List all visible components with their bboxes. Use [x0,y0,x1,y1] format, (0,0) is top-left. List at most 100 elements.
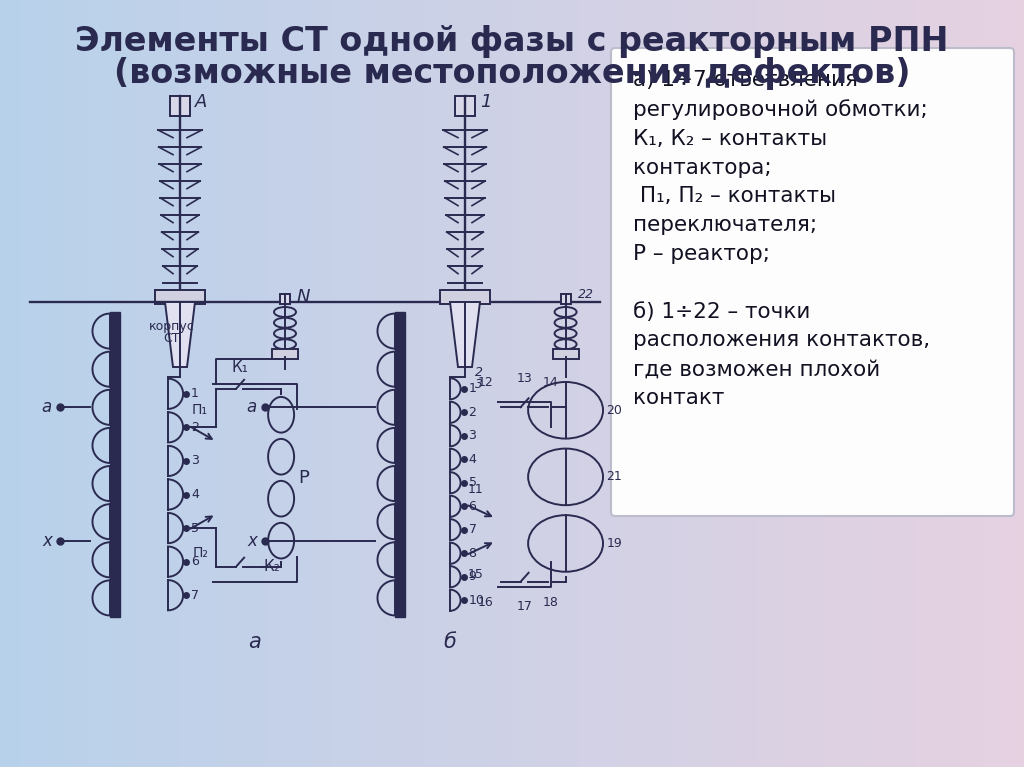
Bar [118,0,123,767]
Bar [727,0,732,767]
Text: 14: 14 [543,377,558,389]
Bar [742,0,748,767]
Bar [560,294,570,304]
Bar [200,0,205,767]
Bar [0,0,5,767]
Bar [292,0,297,767]
Bar [455,96,475,116]
Bar [317,0,323,767]
Text: Р: Р [298,469,309,487]
Text: К₂: К₂ [263,559,280,574]
Bar [31,0,36,767]
Bar [384,0,389,767]
Bar [251,0,256,767]
Bar [788,0,794,767]
Text: Элементы СТ одной фазы с реакторным РПН: Элементы СТ одной фазы с реакторным РПН [75,25,949,58]
Bar [399,0,404,767]
Bar [97,0,102,767]
Text: П₂: П₂ [193,546,208,560]
Text: х: х [247,532,257,550]
Bar [988,0,993,767]
Text: 4: 4 [191,488,199,501]
Bar [891,0,896,767]
Bar [768,0,773,767]
Text: а) 1÷7 ответвления
регулировочной обмотки;
К₁, К₂ – контакты
контактора;
 П₁, П₂: а) 1÷7 ответвления регулировочной обмотк… [633,70,930,408]
Bar [133,0,138,767]
Bar [113,0,118,767]
Bar [415,0,420,767]
Bar [445,0,451,767]
Bar [584,0,589,767]
Bar [916,0,922,767]
Bar [589,0,594,767]
Bar [280,294,290,304]
Bar [548,0,553,767]
Bar [343,0,348,767]
Bar [783,0,788,767]
Text: 16: 16 [478,596,494,609]
Bar [282,0,287,767]
Bar [625,0,630,767]
Text: A: A [195,93,208,111]
Bar [410,0,415,767]
Text: 18: 18 [543,596,558,609]
Bar [307,0,312,767]
Bar [26,0,31,767]
Text: 1: 1 [191,387,199,400]
Text: 6: 6 [191,555,199,568]
Bar [691,0,696,767]
Text: (возможные местоположения дефектов): (возможные местоположения дефектов) [114,58,910,91]
Bar [671,0,676,767]
Bar [630,0,635,767]
Bar [840,0,845,767]
Bar [870,0,876,767]
Bar [922,0,927,767]
Bar [973,0,978,767]
Bar [466,0,471,767]
FancyBboxPatch shape [611,48,1014,516]
Bar [297,0,302,767]
Bar [824,0,829,767]
Bar [758,0,763,767]
Bar [1004,0,1009,767]
Bar [635,0,640,767]
Bar [440,290,490,304]
Bar [517,0,522,767]
Bar [599,0,604,767]
Text: 3: 3 [469,430,476,443]
Bar [435,0,440,767]
Bar [502,0,507,767]
Bar [333,0,338,767]
Bar [1014,0,1019,767]
Text: 6: 6 [469,500,476,513]
Bar [230,0,236,767]
Bar [369,0,374,767]
Text: 1: 1 [469,382,476,395]
Text: корпус: корпус [150,320,195,333]
Bar [722,0,727,767]
Bar [169,0,174,767]
Bar [67,0,72,767]
Bar [748,0,753,767]
Bar [855,0,860,767]
Bar [1009,0,1014,767]
Bar [179,0,184,767]
Text: б: б [443,632,457,652]
Bar [272,349,298,359]
Text: 2: 2 [475,366,483,378]
Bar [184,0,189,767]
Bar [579,0,584,767]
Text: а: а [249,632,261,652]
Bar [241,0,246,767]
Bar [471,0,476,767]
Bar [46,0,51,767]
Bar [983,0,988,767]
Bar [804,0,809,767]
Bar [476,0,481,767]
Bar [36,0,41,767]
Bar [128,0,133,767]
Bar [650,0,655,767]
Text: 20: 20 [606,403,623,416]
Bar [963,0,968,767]
Text: 13: 13 [517,372,532,385]
